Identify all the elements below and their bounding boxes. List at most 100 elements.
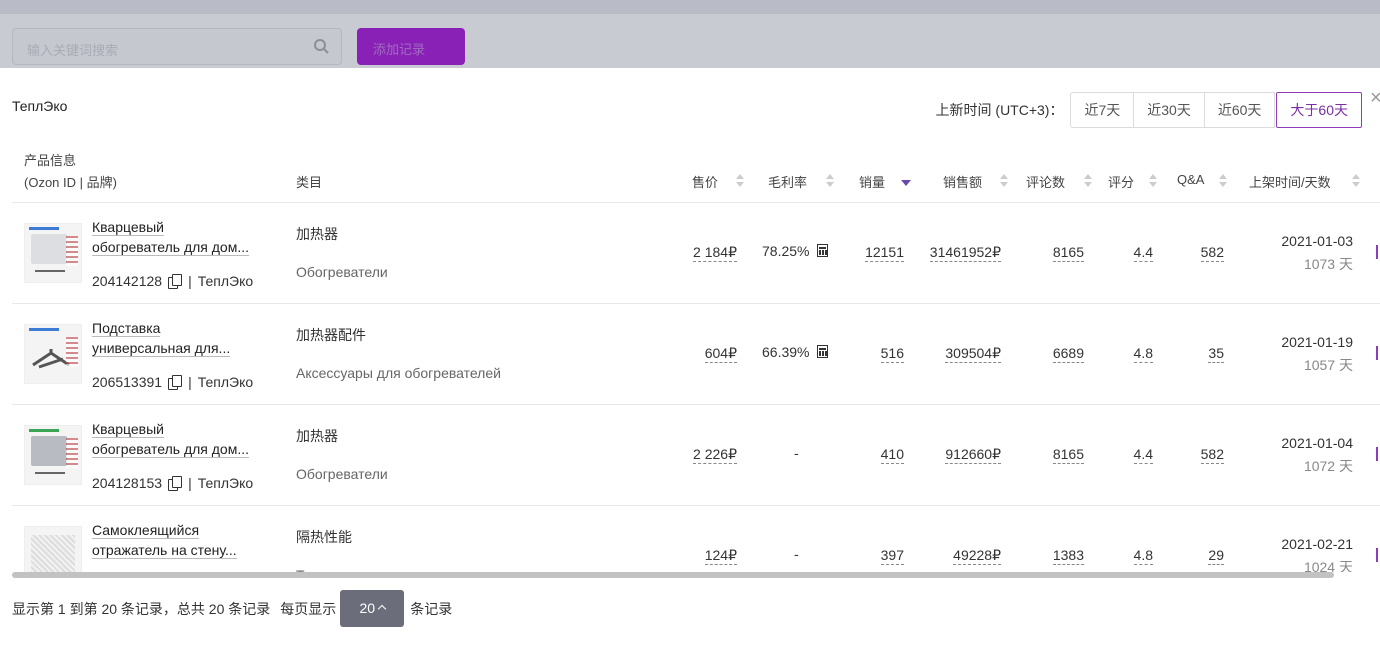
revenue-value[interactable]: 309504₽ bbox=[945, 345, 1001, 363]
table-row: Подставка универсальная для... 206513391… bbox=[12, 304, 1380, 405]
ozon-id: 204128153 bbox=[92, 475, 163, 491]
listed-days: 1073 天 bbox=[1303, 256, 1353, 272]
rating-value[interactable]: 4.8 bbox=[1133, 547, 1153, 565]
listed-days: 1024 天 bbox=[1303, 559, 1353, 572]
product-image[interactable] bbox=[24, 425, 82, 485]
listed-date: 2021-02-21 bbox=[1281, 536, 1353, 552]
product-name-link[interactable]: Кварцевый обогреватель для дом... bbox=[92, 419, 272, 459]
col-reviews[interactable]: 评论数 bbox=[1026, 175, 1066, 190]
price-value[interactable]: 124₽ bbox=[704, 547, 737, 565]
col-rating[interactable]: 评分 bbox=[1108, 175, 1135, 190]
product-id: 206513391 | ТеплЭко bbox=[92, 374, 253, 390]
background-header-strip bbox=[0, 0, 1380, 14]
rating-value[interactable]: 4.4 bbox=[1133, 446, 1153, 464]
time-filter-over-60d[interactable]: 大于60天 bbox=[1276, 92, 1362, 128]
sort-desc-icon[interactable] bbox=[901, 180, 911, 186]
background-add-button-label: 添加记录 bbox=[373, 42, 426, 57]
sales-value[interactable]: 410 bbox=[880, 446, 904, 464]
product-image[interactable] bbox=[24, 324, 82, 384]
category-cn: 加热器 bbox=[296, 226, 338, 242]
ozon-id: 206513391 bbox=[92, 374, 163, 390]
calculator-icon[interactable] bbox=[817, 345, 829, 358]
time-filter-60d[interactable]: 近60天 bbox=[1203, 92, 1276, 128]
copy-icon[interactable] bbox=[168, 476, 183, 491]
pagination: 显示第 1 到第 20 条记录，总共 20 条记录 每页显示 20 条记录 bbox=[12, 590, 452, 627]
close-icon[interactable]: × bbox=[1370, 87, 1380, 109]
col-margin[interactable]: 毛利率 bbox=[768, 175, 808, 190]
sort-icon[interactable] bbox=[1000, 174, 1008, 188]
listing-time-filter: 上新时间 (UTC+3)： 近7天 近30天 近60天 大于60天 bbox=[936, 92, 1362, 128]
price-value[interactable]: 2 226₽ bbox=[693, 446, 737, 464]
category-cn: 隔热性能 bbox=[296, 529, 352, 545]
category-cn: 加热器配件 bbox=[296, 327, 366, 343]
col-listed[interactable]: 上架时间/天数 bbox=[1249, 175, 1331, 190]
sort-icon[interactable] bbox=[736, 174, 744, 188]
col-category: 类目 bbox=[296, 175, 323, 190]
row-action-edge[interactable] bbox=[1376, 447, 1380, 461]
qa-value[interactable]: 29 bbox=[1208, 547, 1224, 565]
chevron-up-icon bbox=[377, 604, 387, 614]
margin-value: 66.39% bbox=[762, 344, 810, 360]
rating-value[interactable]: 4.4 bbox=[1133, 244, 1153, 262]
col-revenue[interactable]: 销售额 bbox=[943, 175, 983, 190]
table-header: 产品信息 (Ozon ID | 品牌) 类目 售价 毛利率 销量 销售额 评论数… bbox=[12, 148, 1380, 203]
col-qa[interactable]: Q&A bbox=[1177, 172, 1205, 187]
page-size-select[interactable]: 20 bbox=[340, 590, 405, 627]
product-name-line1: Кварцевый bbox=[92, 421, 164, 438]
product-image[interactable] bbox=[24, 223, 82, 283]
horizontal-scrollbar[interactable] bbox=[12, 572, 1334, 578]
qa-value[interactable]: 35 bbox=[1208, 345, 1224, 363]
rating-value[interactable]: 4.8 bbox=[1133, 345, 1153, 363]
time-filter-7d[interactable]: 近7天 bbox=[1070, 92, 1135, 128]
sort-icon[interactable] bbox=[1149, 174, 1157, 188]
sort-icon[interactable] bbox=[1352, 174, 1360, 188]
per-page-suffix: 条记录 bbox=[410, 600, 453, 617]
row-action-edge[interactable] bbox=[1376, 548, 1380, 562]
price-value[interactable]: 604₽ bbox=[704, 345, 737, 363]
brand-name: ТеплЭко bbox=[197, 374, 254, 390]
calculator-icon[interactable] bbox=[817, 244, 829, 257]
sort-icon[interactable] bbox=[1084, 174, 1092, 188]
reviews-value[interactable]: 8165 bbox=[1052, 244, 1084, 262]
revenue-value[interactable]: 912660₽ bbox=[945, 446, 1001, 464]
listed-days: 1057 天 bbox=[1303, 357, 1353, 373]
reviews-value[interactable]: 8165 bbox=[1052, 446, 1084, 464]
product-name-link[interactable]: Самоклеящийся отражатель на стену... bbox=[92, 520, 272, 560]
background-overlay: 输入关键词搜索 添加记录 bbox=[0, 0, 1380, 68]
col-sales[interactable]: 销量 bbox=[859, 175, 886, 190]
sales-value[interactable]: 12151 bbox=[865, 244, 904, 262]
sales-value[interactable]: 516 bbox=[880, 345, 904, 363]
listed-days: 1072 天 bbox=[1303, 458, 1353, 474]
reviews-value[interactable]: 6689 bbox=[1052, 345, 1084, 363]
time-filter-label: 上新时间 (UTC+3)： bbox=[935, 102, 1064, 118]
copy-icon[interactable] bbox=[168, 375, 183, 390]
copy-icon[interactable] bbox=[168, 274, 183, 289]
product-name-link[interactable]: Подставка универсальная для... bbox=[92, 318, 272, 358]
qa-value[interactable]: 582 bbox=[1200, 446, 1224, 464]
sort-icon[interactable] bbox=[826, 174, 834, 188]
search-icon bbox=[314, 39, 329, 54]
ozon-id: 204142128 bbox=[92, 273, 163, 289]
product-id: 204128153 | ТеплЭко bbox=[92, 475, 253, 491]
revenue-value[interactable]: 31461952₽ bbox=[929, 244, 1001, 262]
category-ru: Т bbox=[296, 567, 305, 572]
col-price[interactable]: 售价 bbox=[692, 175, 719, 190]
qa-value[interactable]: 582 bbox=[1200, 244, 1224, 262]
page-size-value: 20 bbox=[359, 600, 376, 616]
product-image[interactable] bbox=[24, 526, 82, 572]
reviews-value[interactable]: 1383 bbox=[1052, 547, 1084, 565]
row-action-edge[interactable] bbox=[1376, 245, 1380, 259]
product-name-line1: Кварцевый bbox=[92, 219, 164, 236]
category-cn: 加热器 bbox=[296, 428, 338, 444]
sales-value[interactable]: 397 bbox=[880, 547, 904, 565]
price-value[interactable]: 2 184₽ bbox=[693, 244, 737, 262]
row-action-edge[interactable] bbox=[1376, 346, 1380, 360]
separator: | bbox=[188, 374, 192, 390]
time-filter-30d[interactable]: 近30天 bbox=[1133, 92, 1205, 128]
product-name-link[interactable]: Кварцевый обогреватель для дом... bbox=[92, 217, 272, 257]
sort-icon[interactable] bbox=[1219, 174, 1227, 188]
revenue-value[interactable]: 49228₽ bbox=[953, 547, 1001, 565]
background-search-placeholder: 输入关键词搜索 bbox=[27, 43, 119, 58]
table-row: Кварцевый обогреватель для дом... 204128… bbox=[12, 405, 1380, 506]
category-ru: Аксессуары для обогревателей bbox=[296, 365, 501, 381]
